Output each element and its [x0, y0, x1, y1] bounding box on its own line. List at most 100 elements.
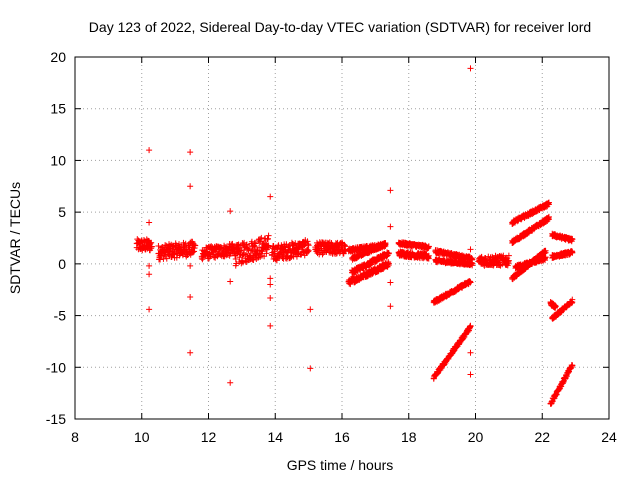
data-point — [148, 239, 155, 246]
data-point — [552, 303, 559, 310]
data-point — [148, 243, 155, 250]
x-tick-label: 20 — [468, 429, 484, 445]
data-point-cluster — [549, 296, 576, 322]
data-point-cluster — [432, 247, 476, 263]
data-point-cluster — [395, 239, 432, 252]
data-point-cluster — [395, 248, 432, 262]
data-point-cluster — [345, 259, 392, 288]
data-point — [146, 147, 153, 154]
y-tick-label: 10 — [50, 152, 66, 168]
data-point — [267, 275, 274, 282]
x-tick-label: 22 — [534, 429, 550, 445]
data-point — [146, 306, 153, 313]
axis-ticks: 8 10 12 14 16 18 20 22 24 20 15 10 5 0 -5 -10 -15 — [46, 49, 617, 445]
chart-title: Day 123 of 2022, Sidereal Day-to-day VTE… — [89, 19, 591, 35]
data-point — [146, 262, 153, 269]
data-point — [385, 259, 392, 266]
data-point — [467, 246, 474, 253]
grid — [75, 57, 609, 419]
data-point — [146, 219, 153, 226]
data-point — [467, 279, 474, 286]
x-axis-label: GPS time / hours — [287, 457, 394, 473]
data-point — [187, 293, 194, 300]
data-point — [246, 244, 253, 251]
data-point — [243, 242, 250, 249]
data-point — [469, 256, 476, 263]
data-point-cluster — [133, 236, 155, 254]
data-point — [505, 258, 512, 265]
data-point — [273, 257, 280, 264]
data-point — [569, 249, 576, 256]
data-point — [387, 279, 394, 286]
data-point — [387, 187, 394, 194]
data-point — [319, 251, 326, 258]
data-point — [467, 349, 474, 356]
data-point — [232, 256, 239, 263]
data-point — [545, 214, 552, 221]
data-point — [382, 241, 389, 248]
data-point — [227, 379, 234, 386]
data-point — [305, 242, 312, 249]
data-point — [265, 235, 272, 242]
data-point — [568, 299, 575, 306]
y-tick-label: -5 — [54, 308, 67, 324]
data-point — [560, 379, 567, 386]
data-point — [542, 254, 549, 261]
data-point — [569, 236, 576, 243]
data-point — [187, 149, 194, 156]
data-point-cluster — [430, 278, 474, 306]
data-point — [280, 252, 287, 259]
y-tick-label: 0 — [58, 256, 66, 272]
data-point — [385, 260, 392, 267]
data-point — [176, 241, 183, 248]
data-point — [305, 241, 312, 248]
x-tick-label: 10 — [134, 429, 150, 445]
data-point — [163, 255, 170, 262]
data-point — [248, 238, 255, 245]
y-tick-label: -15 — [46, 411, 66, 427]
data-point — [305, 247, 312, 254]
data-point — [199, 256, 206, 263]
y-tick-label: 15 — [50, 101, 66, 117]
data-point — [490, 262, 497, 269]
x-tick-label: 14 — [267, 429, 283, 445]
data-point — [307, 365, 314, 372]
x-tick-label: 12 — [201, 429, 217, 445]
y-tick-label: -10 — [46, 359, 66, 375]
data-point — [267, 281, 274, 288]
data-point-cluster — [512, 254, 549, 272]
data-point — [265, 232, 272, 239]
data-point — [558, 383, 565, 390]
data-point — [221, 242, 228, 249]
x-tick-label: 16 — [334, 429, 350, 445]
data-point — [267, 294, 274, 301]
data-point-cluster — [198, 240, 239, 263]
data-point — [545, 201, 552, 208]
data-point — [307, 306, 314, 313]
data-point — [387, 303, 394, 310]
data-point — [258, 234, 265, 241]
y-tick-label: 20 — [50, 49, 66, 65]
data-point — [505, 252, 512, 259]
data-point — [146, 271, 153, 278]
data-point — [227, 278, 234, 285]
y-axis-label: SDTVAR / TECUs — [7, 182, 23, 294]
data-point — [192, 242, 199, 249]
data-point — [424, 244, 431, 251]
data-marks — [133, 65, 576, 407]
data-point — [553, 392, 560, 399]
x-tick-label: 18 — [401, 429, 417, 445]
data-point — [155, 243, 162, 250]
data-point-cluster — [547, 362, 576, 407]
data-point — [347, 281, 354, 288]
data-point — [545, 213, 552, 220]
data-point — [569, 362, 576, 369]
x-tick-label: 8 — [71, 429, 79, 445]
data-point-cluster — [475, 252, 512, 269]
data-point — [469, 262, 476, 269]
data-point-cluster — [312, 239, 349, 258]
data-point — [467, 371, 474, 378]
data-point-cluster — [509, 199, 552, 227]
data-point — [569, 299, 576, 306]
